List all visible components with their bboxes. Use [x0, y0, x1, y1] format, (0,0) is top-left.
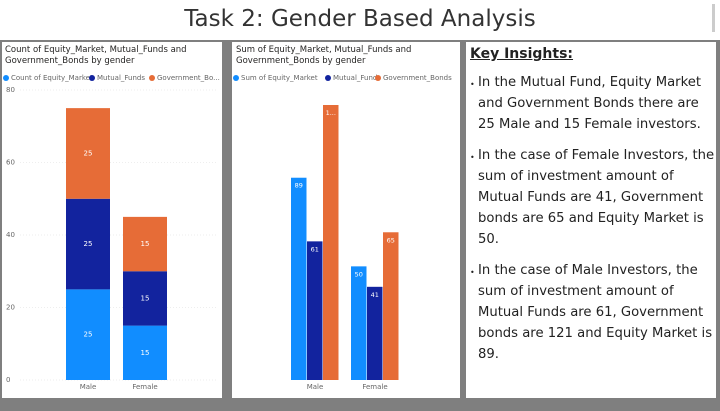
- legend-label: Count of Equity_Market: [11, 74, 93, 82]
- chart-title: Sum of Equity_Market, Mutual_Funds and G…: [236, 45, 412, 66]
- insights: Key Insights: In the Mutual Fund, Equity…: [470, 46, 716, 375]
- panel: [232, 42, 460, 398]
- x-tick-label: Male: [80, 383, 97, 391]
- data-label: 1...: [326, 109, 336, 117]
- y-tick-label: 0: [6, 376, 10, 384]
- legend-label: Government_Bonds: [383, 74, 452, 82]
- data-label: 61: [311, 245, 319, 253]
- data-label: 65: [387, 236, 395, 244]
- data-label: 15: [141, 294, 150, 302]
- bar-segment: [66, 198, 110, 290]
- y-tick-label: 40: [6, 231, 15, 239]
- legend-marker: [149, 75, 155, 81]
- bar: [351, 266, 367, 380]
- chart-title: Count of Equity_Market, Mutual_Funds and…: [5, 45, 187, 66]
- data-label: 89: [295, 182, 303, 190]
- insight: In the case of Female Investors, the sum…: [470, 145, 716, 250]
- legend-label: Mutual_Funds: [97, 74, 145, 82]
- panel: [2, 42, 222, 398]
- legend-marker: [3, 75, 9, 81]
- legend-label: Mutual_Funds: [333, 74, 381, 82]
- data-label: 25: [84, 240, 93, 248]
- insights-title: Key Insights:: [470, 46, 574, 62]
- scrollbar: [712, 4, 715, 32]
- bar: [383, 232, 399, 380]
- x-tick-label: Female: [132, 383, 157, 391]
- bar-segment: [123, 325, 167, 380]
- y-tick-label: 20: [6, 304, 15, 312]
- bar-segment: [123, 271, 167, 326]
- data-label: 15: [141, 349, 150, 357]
- bar-segment: [123, 216, 167, 272]
- insight: In the Mutual Fund, Equity Market and Go…: [470, 72, 716, 135]
- legend-label: Government_Bo...: [157, 74, 220, 82]
- legend-marker: [233, 75, 239, 81]
- bar: [291, 177, 307, 380]
- bar: [367, 286, 383, 380]
- data-label: 25: [84, 149, 93, 157]
- bar: [323, 105, 339, 380]
- bar-segment: [66, 289, 110, 380]
- page-title: Task 2: Gender Based Analysis: [184, 6, 536, 32]
- x-tick-label: Female: [362, 383, 387, 391]
- legend-marker: [89, 75, 95, 81]
- bar-segment: [66, 108, 110, 199]
- y-tick-label: 80: [6, 86, 15, 94]
- x-tick-label: Male: [307, 383, 324, 391]
- legend-label: Sum of Equity_Market: [241, 74, 318, 82]
- y-tick-label: 60: [6, 159, 15, 167]
- data-label: 41: [371, 291, 379, 299]
- data-label: 50: [355, 270, 363, 278]
- insight: In the case of Male Investors, the sum o…: [470, 260, 716, 365]
- data-label: 15: [141, 240, 150, 248]
- legend-marker: [375, 75, 381, 81]
- bar: [307, 241, 323, 380]
- legend-marker: [325, 75, 331, 81]
- data-label: 25: [84, 331, 93, 339]
